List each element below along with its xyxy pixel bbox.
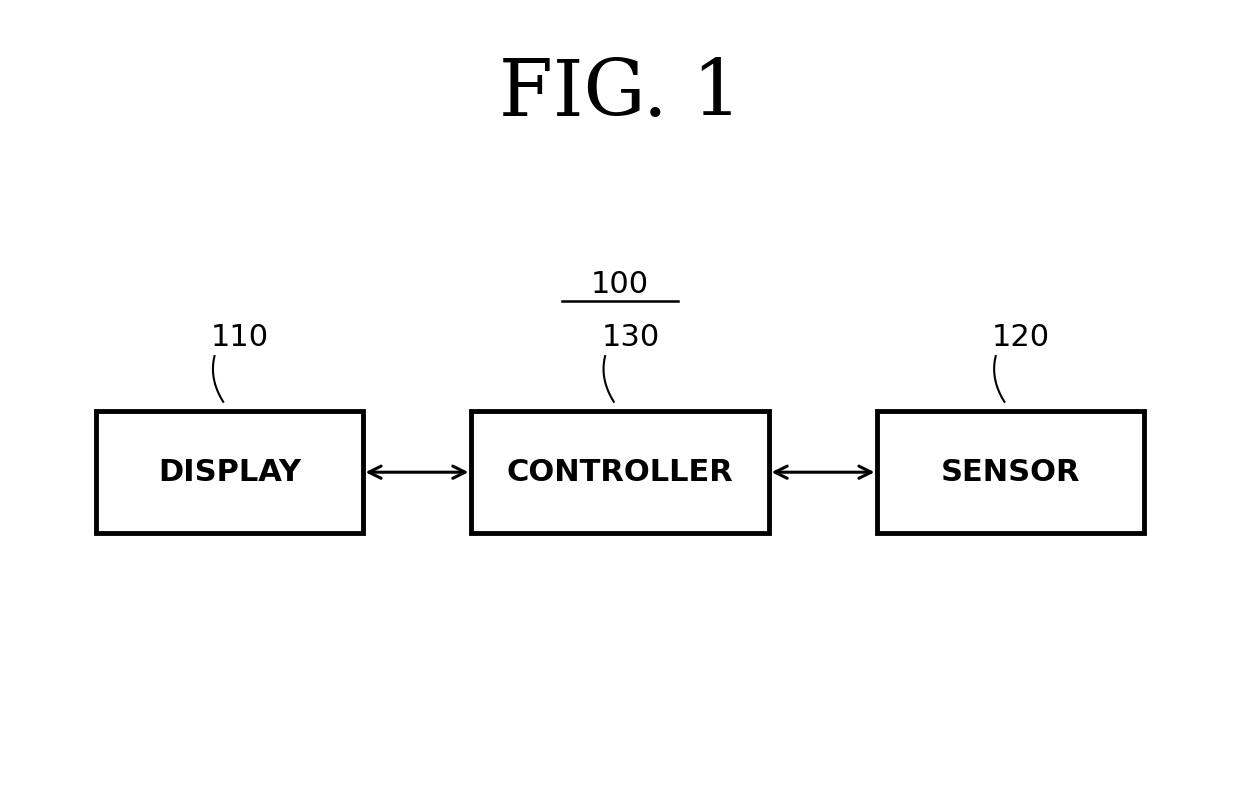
FancyBboxPatch shape [97,411,362,534]
Text: 100: 100 [591,270,649,299]
Text: 110: 110 [211,323,269,353]
Text: 130: 130 [601,323,660,353]
Text: DISPLAY: DISPLAY [157,458,301,486]
Text: FIG. 1: FIG. 1 [498,57,742,132]
FancyBboxPatch shape [877,411,1143,534]
Text: 120: 120 [992,323,1050,353]
Text: SENSOR: SENSOR [941,458,1080,486]
Text: CONTROLLER: CONTROLLER [507,458,733,486]
FancyBboxPatch shape [471,411,769,534]
